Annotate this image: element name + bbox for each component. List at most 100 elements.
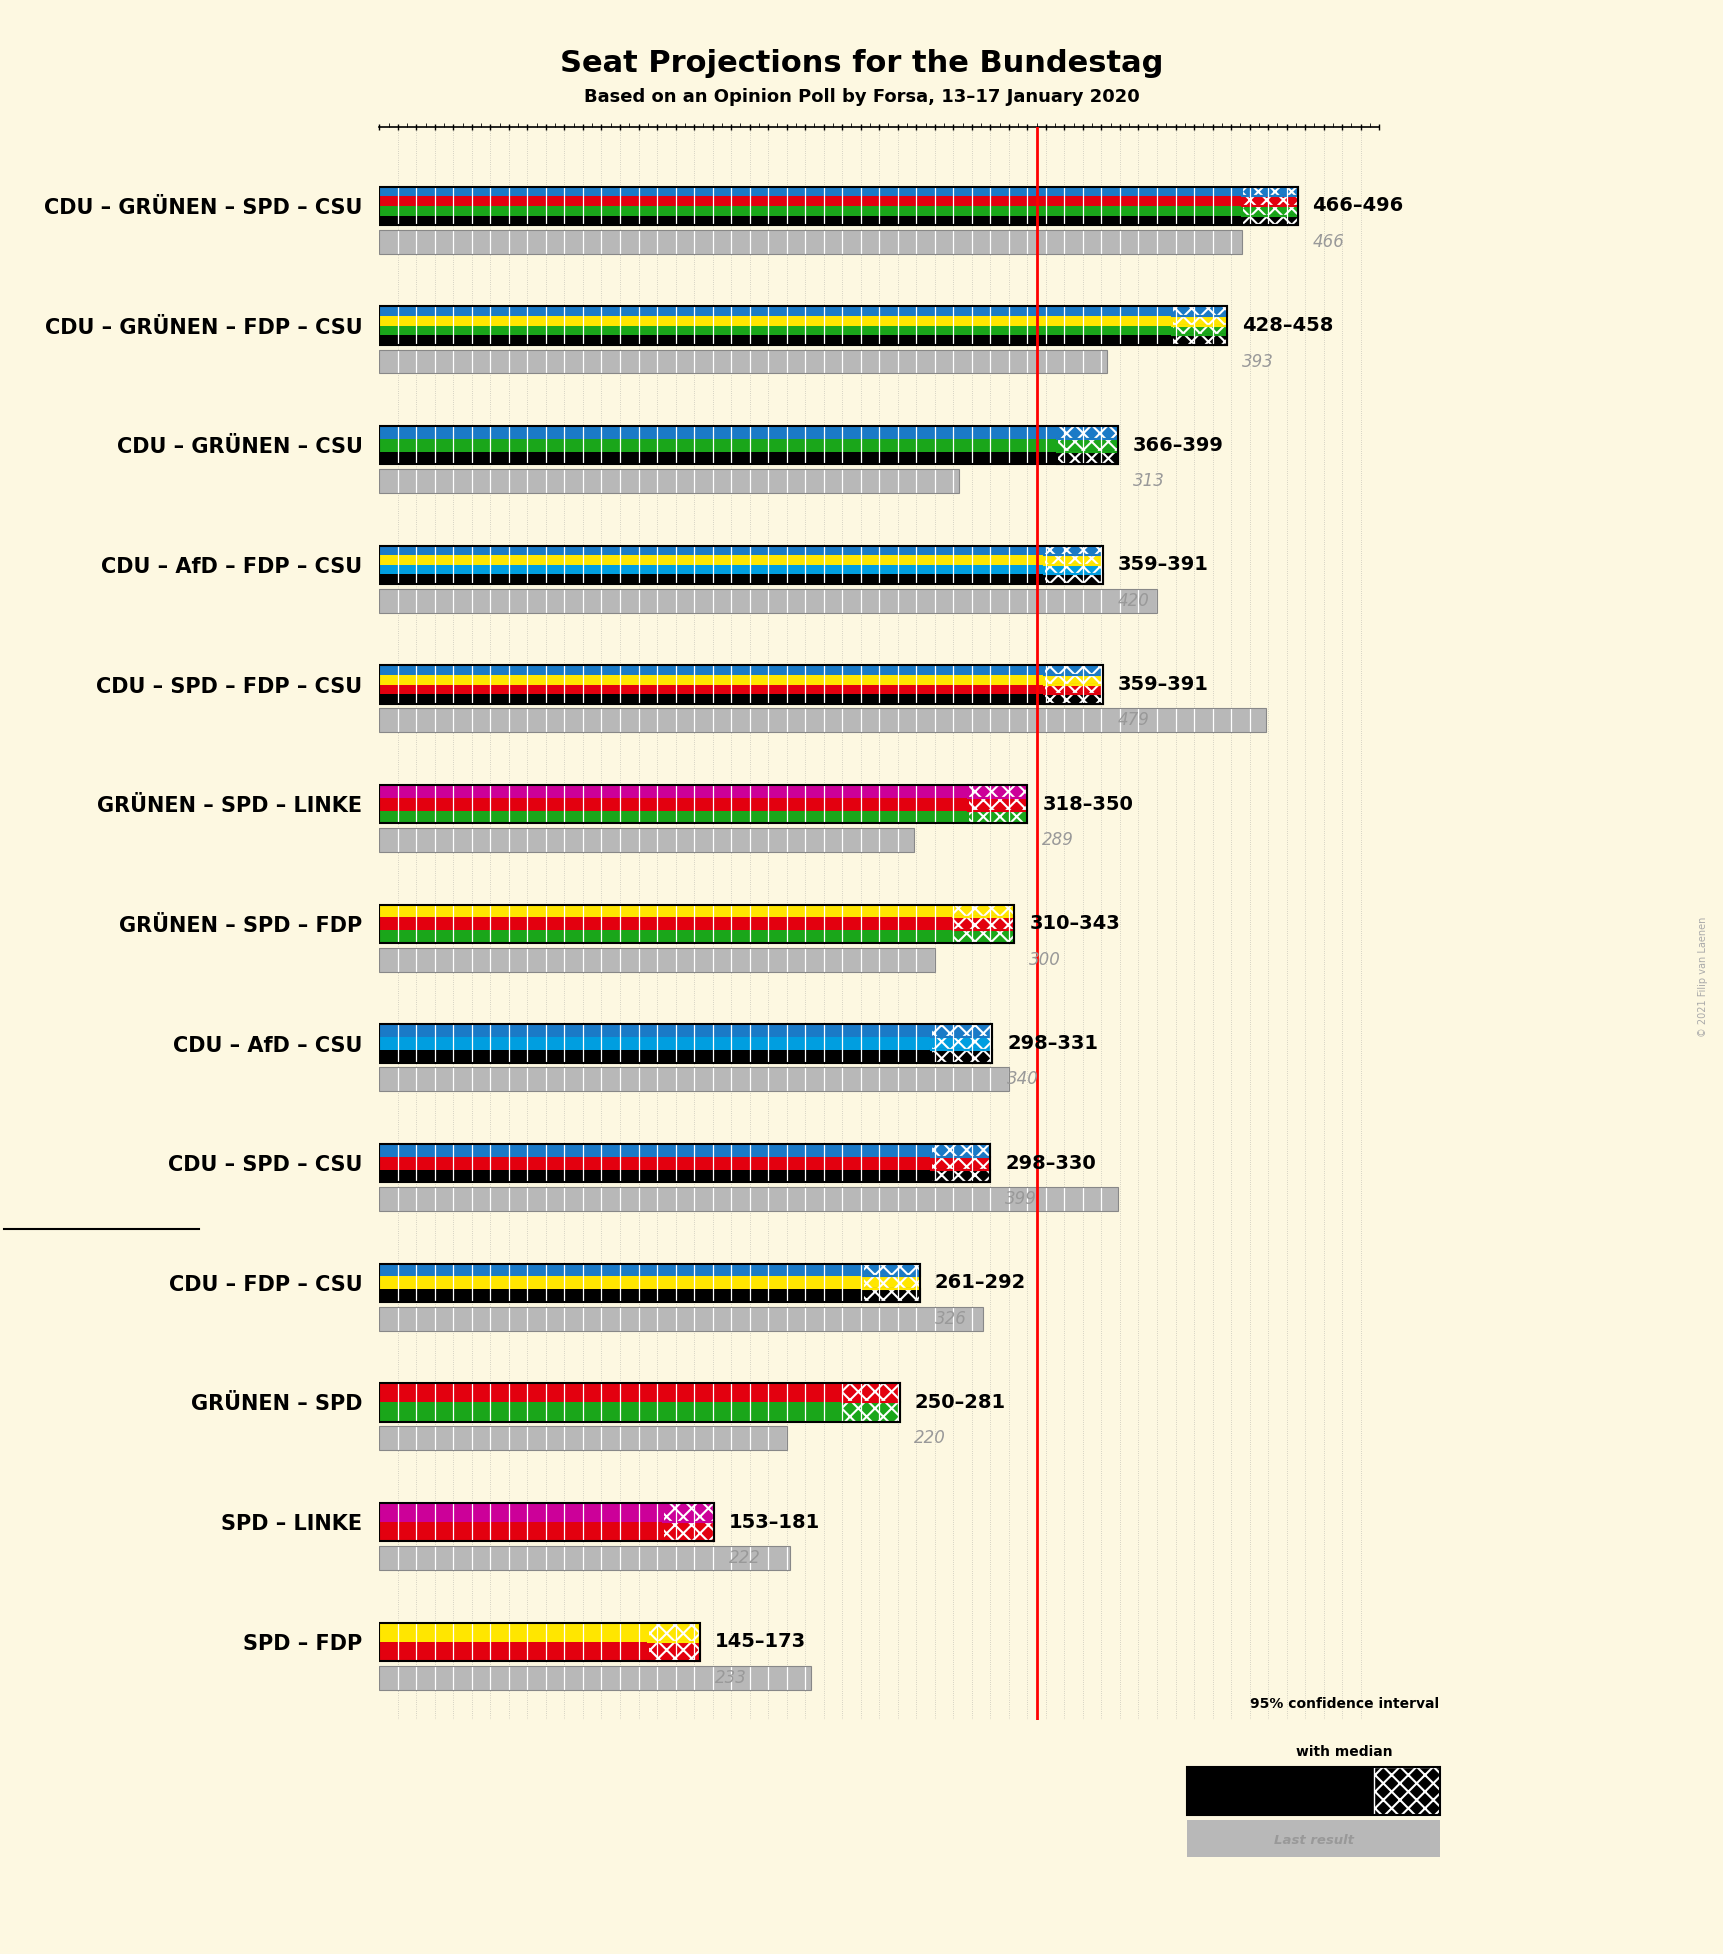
Bar bbox=[1044, 565, 1103, 574]
Bar bbox=[1172, 317, 1227, 326]
Bar bbox=[379, 565, 1044, 574]
Text: with median: with median bbox=[1296, 1745, 1392, 1759]
Text: 145–173: 145–173 bbox=[713, 1632, 805, 1651]
Bar bbox=[1172, 326, 1227, 336]
Bar bbox=[379, 828, 913, 852]
Bar bbox=[1242, 197, 1297, 205]
Bar bbox=[930, 1038, 992, 1049]
Bar bbox=[1187, 1821, 1439, 1856]
Bar bbox=[648, 1622, 700, 1641]
Bar bbox=[1242, 188, 1297, 197]
Bar bbox=[968, 786, 1027, 797]
Text: 300: 300 bbox=[1029, 952, 1060, 969]
Text: 298–330: 298–330 bbox=[1005, 1153, 1096, 1172]
Bar bbox=[379, 1383, 899, 1423]
Bar bbox=[662, 1522, 713, 1542]
Text: 359–391: 359–391 bbox=[1118, 555, 1208, 574]
Bar bbox=[379, 828, 913, 852]
Bar bbox=[1044, 666, 1103, 674]
Bar bbox=[1044, 674, 1103, 684]
Text: 340: 340 bbox=[1006, 1071, 1039, 1088]
Bar bbox=[930, 1157, 989, 1170]
Bar bbox=[1056, 426, 1118, 440]
Bar bbox=[953, 918, 1013, 930]
Bar bbox=[1044, 674, 1103, 684]
Bar bbox=[1242, 205, 1297, 215]
Bar bbox=[968, 797, 1027, 811]
Bar bbox=[662, 1522, 713, 1542]
Bar bbox=[379, 666, 1044, 674]
Bar bbox=[953, 918, 1013, 930]
Text: 298–331: 298–331 bbox=[1006, 1034, 1098, 1053]
Text: 153–181: 153–181 bbox=[729, 1512, 820, 1532]
Bar bbox=[968, 786, 1027, 797]
Bar bbox=[968, 811, 1027, 823]
Bar bbox=[862, 1290, 920, 1301]
Bar bbox=[930, 1157, 989, 1170]
Bar bbox=[930, 1038, 992, 1049]
Bar bbox=[379, 1276, 862, 1290]
Bar bbox=[379, 930, 953, 944]
Bar bbox=[1044, 694, 1103, 703]
Bar bbox=[1187, 1766, 1439, 1815]
Bar bbox=[379, 426, 1118, 465]
Bar bbox=[379, 1143, 930, 1157]
Bar bbox=[648, 1641, 700, 1661]
Bar bbox=[843, 1403, 899, 1423]
Bar bbox=[1044, 555, 1103, 565]
Bar bbox=[379, 1038, 930, 1049]
Bar bbox=[968, 811, 1027, 823]
Bar bbox=[1044, 545, 1103, 555]
Bar bbox=[379, 1546, 789, 1569]
Bar bbox=[953, 905, 1013, 918]
Bar bbox=[930, 1024, 992, 1038]
Bar bbox=[953, 905, 1013, 918]
Bar bbox=[930, 1038, 992, 1049]
Bar bbox=[379, 1067, 1008, 1092]
Text: Based on an Opinion Poll by Forsa, 13–17 January 2020: Based on an Opinion Poll by Forsa, 13–17… bbox=[584, 88, 1139, 106]
Bar bbox=[1242, 197, 1297, 205]
Bar bbox=[379, 905, 1013, 944]
Bar bbox=[930, 1049, 992, 1063]
Bar bbox=[1044, 684, 1103, 694]
Bar bbox=[1056, 451, 1118, 465]
Bar bbox=[1044, 694, 1103, 703]
Text: 261–292: 261–292 bbox=[934, 1274, 1025, 1292]
Bar bbox=[1373, 1766, 1439, 1815]
Bar bbox=[930, 1143, 989, 1157]
Bar bbox=[1242, 205, 1297, 215]
Bar bbox=[379, 588, 1156, 614]
Bar bbox=[379, 197, 1242, 205]
Bar bbox=[379, 1503, 713, 1542]
Text: 250–281: 250–281 bbox=[913, 1393, 1005, 1413]
Text: 366–399: 366–399 bbox=[1132, 436, 1223, 455]
Text: 466: 466 bbox=[1311, 233, 1344, 250]
Bar bbox=[953, 930, 1013, 944]
Bar bbox=[379, 307, 1227, 344]
Bar bbox=[379, 918, 953, 930]
Bar bbox=[1056, 426, 1118, 440]
Bar bbox=[968, 797, 1027, 811]
Bar bbox=[1172, 326, 1227, 336]
Bar bbox=[379, 545, 1044, 555]
Bar bbox=[930, 1170, 989, 1182]
Bar bbox=[968, 786, 1027, 797]
Text: 359–391: 359–391 bbox=[1118, 674, 1208, 694]
Bar bbox=[379, 694, 1044, 703]
Bar bbox=[379, 1290, 862, 1301]
Bar bbox=[1242, 215, 1297, 225]
Bar bbox=[1172, 307, 1227, 317]
Bar bbox=[379, 545, 1103, 584]
Bar bbox=[862, 1290, 920, 1301]
Bar bbox=[379, 205, 1242, 215]
Bar bbox=[379, 948, 934, 971]
Bar bbox=[843, 1403, 899, 1423]
Bar bbox=[379, 1307, 982, 1331]
Bar bbox=[662, 1522, 713, 1542]
Bar bbox=[379, 684, 1044, 694]
Bar bbox=[930, 1143, 989, 1157]
Text: © 2021 Filip van Laenen: © 2021 Filip van Laenen bbox=[1697, 916, 1707, 1038]
Text: 289: 289 bbox=[1042, 830, 1073, 850]
Bar bbox=[379, 1188, 1118, 1211]
Bar bbox=[379, 188, 1297, 225]
